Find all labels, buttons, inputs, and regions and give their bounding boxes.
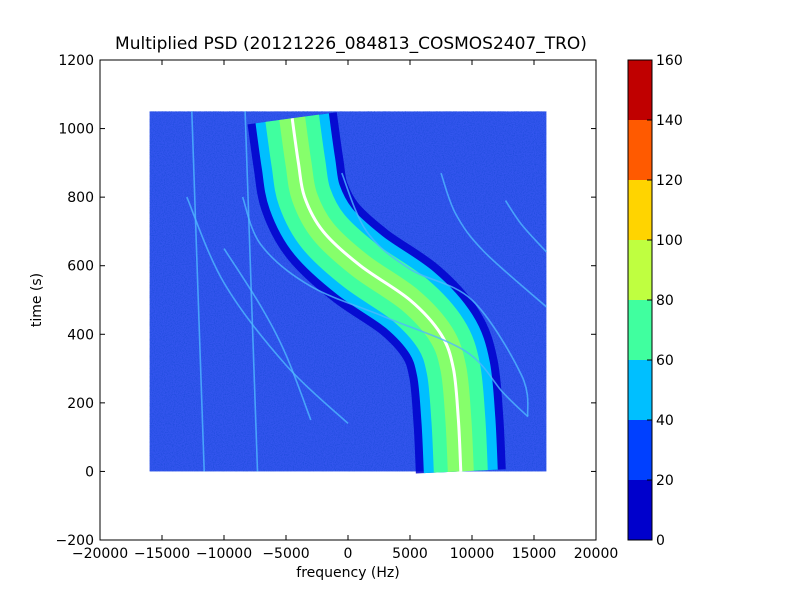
colorbar-tick-label: 120 (656, 173, 683, 189)
colorbar-segment (628, 480, 652, 540)
colorbar-tick-label: 20 (656, 473, 674, 489)
faint-line-2 (223, 248, 312, 421)
x-tick-label: 10000 (450, 546, 495, 562)
colorbar-segment (628, 240, 652, 300)
colorbar-tick-label: 60 (656, 353, 674, 369)
colorbar-segment (628, 60, 652, 120)
colorbar-segment (628, 420, 652, 480)
colorbar-segment (628, 360, 652, 420)
colorbar-tick-label: 40 (656, 413, 674, 429)
colorbar: 0 20 40 60 80 100 120 140 160 (627, 53, 683, 549)
x-tick-label: 5000 (392, 546, 428, 562)
y-axis: −200 0 200 400 600 800 1000 1200 (56, 53, 596, 549)
faint-line-0 (191, 111, 205, 472)
plot-area (99, 59, 597, 541)
x-axis-label: frequency (Hz) (296, 565, 399, 581)
y-tick-label: 800 (67, 190, 94, 206)
x-tick-label: −20000 (72, 546, 128, 562)
faint-line-3 (186, 196, 349, 424)
colorbar-segment (628, 120, 652, 180)
x-tick-label: 0 (344, 546, 353, 562)
colorbar-segment (628, 180, 652, 240)
y-tick-label: 600 (67, 259, 94, 275)
x-tick-label: 15000 (512, 546, 557, 562)
faint-line-5 (341, 172, 529, 417)
y-tick-label: −200 (56, 533, 94, 549)
colorbar-segment (628, 300, 652, 360)
y-tick-label: 1200 (58, 53, 94, 69)
y-axis-label: time (s) (29, 273, 45, 327)
colorbar-tick-label: 140 (656, 113, 683, 129)
x-tick-label: −15000 (134, 546, 190, 562)
y-tick-label: 200 (67, 396, 94, 412)
faint-line-6 (440, 172, 547, 308)
colorbar-tick-label: 0 (656, 533, 665, 549)
faint-line-7 (504, 200, 547, 253)
colorbar-tick-label: 100 (656, 233, 683, 249)
y-tick-label: 0 (85, 464, 94, 480)
x-tick-label: −10000 (196, 546, 252, 562)
chart-title: Multiplied PSD (20121226_084813_COSMOS24… (115, 34, 587, 54)
faint-line-4 (241, 196, 529, 418)
colorbar-tick-label: 160 (656, 53, 683, 69)
colorbar-tick-label: 80 (656, 293, 674, 309)
x-axis: −20000 −15000 −10000 −5000 0 5000 10000 15000 20… (72, 60, 618, 562)
x-tick-label: −5000 (262, 546, 309, 562)
y-tick-label: 1000 (58, 122, 94, 138)
trace-band-4 (290, 118, 463, 472)
heatmap-faint-lines (186, 111, 547, 472)
y-tick-label: 400 (67, 327, 94, 343)
x-tick-label: 20000 (574, 546, 619, 562)
heatmap-bands (247, 112, 506, 474)
